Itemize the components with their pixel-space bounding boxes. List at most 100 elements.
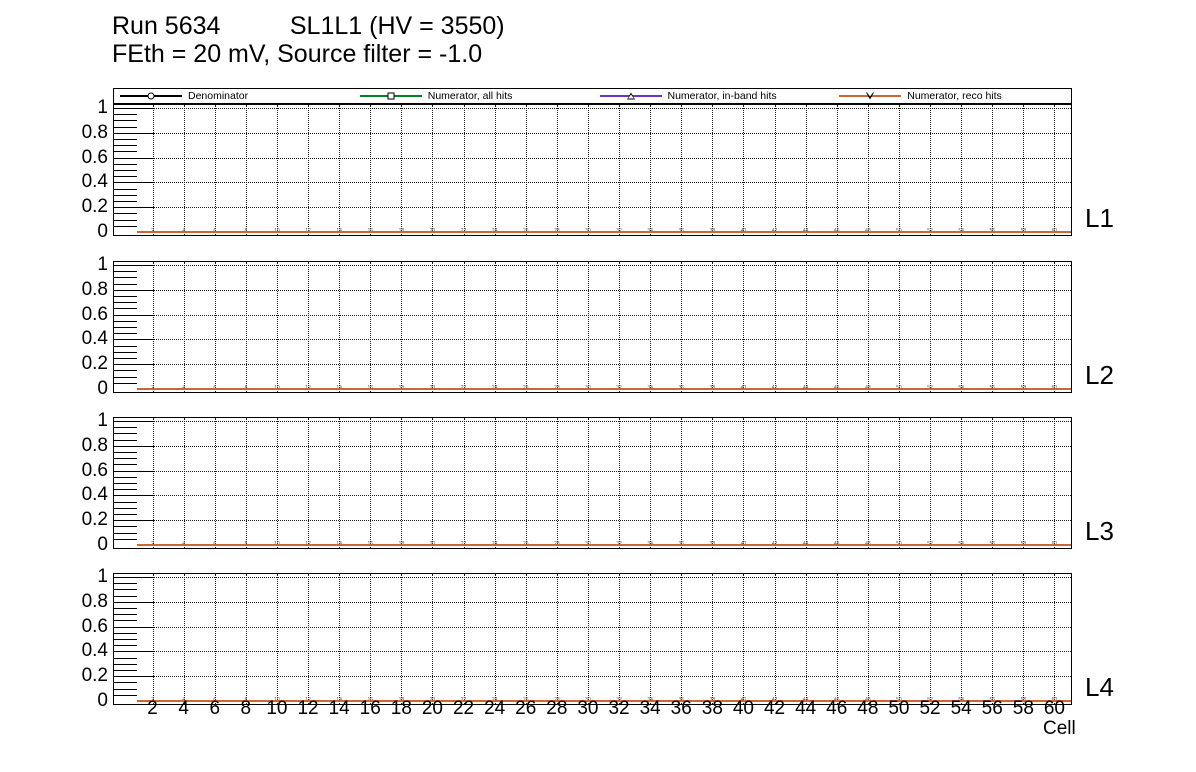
y-axis-minor-tick (114, 439, 137, 441)
gridline-vertical (276, 262, 278, 392)
plot-area: 2468101214161820222426283032343638404244… (137, 418, 1071, 548)
x-axis-tick-label: 24 (484, 698, 506, 719)
gridline-vertical (401, 262, 403, 392)
legend-marker-triangle-down-icon (866, 92, 875, 100)
y-axis-major-tick (114, 577, 154, 578)
gridline-vertical (556, 262, 558, 392)
gridline-vertical (681, 262, 683, 392)
y-axis-minor-tick (114, 201, 137, 202)
gridline-horizontal (137, 445, 1071, 447)
gridline-vertical (867, 105, 869, 235)
legend-entry-3: Numerator, in-band hits (599, 89, 777, 103)
gridline-vertical (836, 262, 838, 392)
gridline-vertical (276, 574, 278, 704)
gridline-vertical (183, 574, 185, 704)
gridline-vertical (774, 262, 776, 392)
gridline-vertical (650, 574, 652, 704)
gridline-vertical (650, 418, 652, 548)
gridline-vertical (370, 574, 372, 704)
gridline-vertical (525, 105, 527, 235)
y-axis-minor-tick (114, 213, 137, 215)
gridline-vertical (867, 418, 869, 548)
gridline-vertical (743, 574, 745, 704)
y-axis-minor-tick (114, 219, 137, 221)
gridline-vertical (152, 574, 154, 704)
y-axis-minor-tick (114, 632, 137, 634)
gridline-vertical (867, 574, 869, 704)
gridline-horizontal (137, 314, 1071, 316)
x-axis-tick-label: 14 (328, 698, 350, 719)
y-axis-tick-label: 1 (97, 254, 108, 275)
panel-label-l4: L4 (1085, 672, 1114, 702)
gridline-vertical (836, 418, 838, 548)
gridline-vertical (245, 418, 247, 548)
panel-label-l1: L1 (1085, 203, 1114, 233)
y-axis-minor-tick (114, 595, 137, 597)
gridline-vertical (961, 574, 963, 704)
gridline-vertical (494, 262, 496, 392)
gridline-horizontal (137, 289, 1071, 291)
gridline-horizontal (137, 470, 1071, 472)
y-axis-tick-label: 0.6 (81, 615, 108, 637)
y-axis-minor-tick (114, 464, 137, 466)
gridline-vertical (898, 262, 900, 392)
y-axis-minor-tick (114, 151, 137, 153)
x-axis-tick-label: 30 (577, 698, 599, 719)
y-axis-tick-label: 0.2 (81, 665, 108, 687)
gridline-vertical (494, 574, 496, 704)
gridline-vertical (587, 574, 589, 704)
panel-label-l2: L2 (1085, 360, 1114, 390)
gridline-vertical (650, 105, 652, 235)
gridline-vertical (370, 262, 372, 392)
y-axis-minor-tick (114, 139, 137, 140)
gridline-vertical (556, 418, 558, 548)
gridline-vertical (805, 105, 807, 235)
y-axis-minor-tick (114, 583, 137, 585)
gridline-vertical (992, 418, 994, 548)
y-axis-major-tick (114, 520, 154, 522)
y-axis-tick-label: 0.4 (81, 171, 108, 193)
gridline-vertical (152, 418, 154, 548)
gridline-vertical (619, 574, 621, 704)
legend-entry-2: Numerator, all hits (359, 89, 513, 103)
plot-area: 2468101214161820222426283032343638404244… (137, 105, 1071, 235)
gridline-vertical (930, 574, 932, 704)
y-axis-tick-label: 0.4 (81, 328, 108, 350)
gridline-horizontal (137, 157, 1071, 159)
x-axis-tick-label: 58 (1012, 698, 1034, 719)
gridline-vertical (494, 105, 496, 235)
y-axis-minor-tick (114, 327, 137, 328)
y-axis-tick-label: 0.4 (81, 484, 108, 506)
y-axis-minor-tick (114, 333, 137, 335)
x-axis-tick-label: 2 (147, 698, 158, 719)
gridline-vertical (992, 574, 994, 704)
y-axis-tick-label: 0.8 (81, 278, 108, 300)
legend-label: Numerator, reco hits (907, 90, 1002, 102)
gridline-vertical (961, 262, 963, 392)
y-axis-tick-label: 0.8 (81, 590, 108, 612)
gridline-vertical (183, 262, 185, 392)
x-axis-tick-label: 22 (452, 698, 475, 719)
legend-marker-square-icon (387, 92, 395, 100)
y-axis-minor-tick (114, 657, 137, 659)
x-axis-tick-label: 38 (701, 698, 723, 719)
legend-label: Numerator, all hits (427, 90, 513, 102)
gridline-vertical (525, 262, 527, 392)
gridline-vertical (432, 418, 434, 548)
gridline-vertical (1023, 262, 1025, 392)
x-axis-tick-label: 46 (826, 698, 848, 719)
gridline-vertical (619, 105, 621, 235)
gridline-horizontal (137, 495, 1071, 497)
chart-title-line-1: Run 5634 SL1L1 (HV = 3550) (112, 12, 505, 40)
gridline-vertical (1023, 105, 1025, 235)
gridline-vertical (214, 262, 216, 392)
gridline-vertical (774, 105, 776, 235)
y-axis-tick-label: 0.6 (81, 459, 108, 481)
series-line-numerator-reco-hits (137, 388, 1071, 391)
y-axis-tick-label: 1 (97, 566, 108, 587)
y-axis-minor-tick (114, 320, 137, 322)
gridline-vertical (1054, 574, 1056, 704)
y-axis-major-tick (114, 289, 154, 291)
gridline-horizontal (137, 651, 1071, 653)
gridline-vertical (712, 262, 714, 392)
